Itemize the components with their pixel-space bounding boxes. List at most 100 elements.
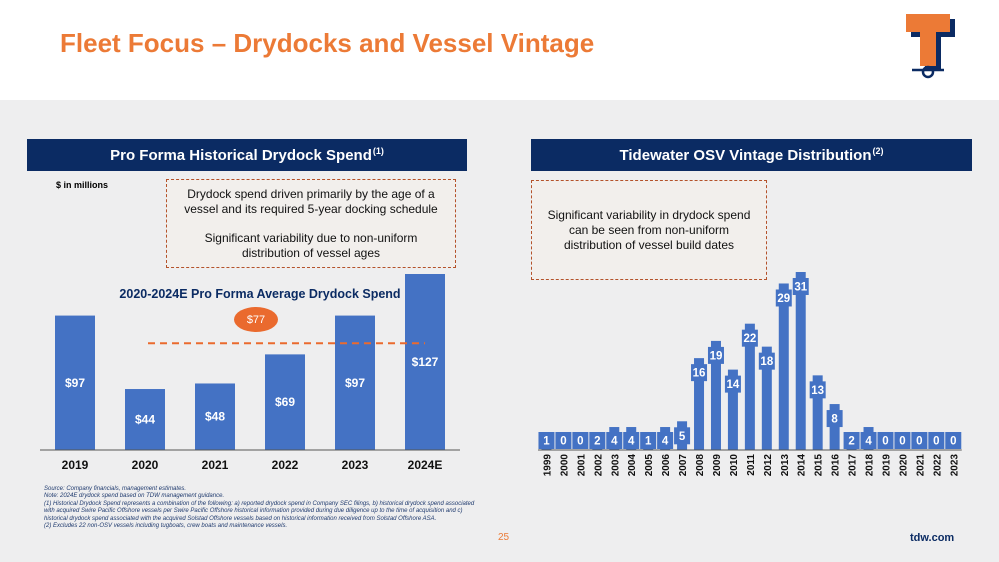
data-label-box — [945, 432, 962, 449]
x-tick-label: 2016 — [831, 454, 842, 477]
data-label-box — [623, 432, 640, 449]
bar-2020 — [125, 389, 165, 450]
data-label-box — [724, 375, 741, 393]
footnote-note: Note: 2024E drydock spend based on TDW m… — [44, 493, 225, 500]
x-tick-label: 2019 — [62, 458, 89, 472]
bar-value-label: $97 — [65, 376, 85, 390]
callout-line: distribution of vessel build dates — [563, 237, 735, 252]
bar-value-label: $69 — [275, 395, 295, 409]
bar-value-label: $97 — [345, 376, 365, 390]
data-label-box — [589, 432, 606, 449]
page-title: Fleet Focus – Drydocks and Vessel Vintag… — [60, 28, 595, 58]
data-label-box — [792, 278, 809, 295]
bar-2009 — [710, 340, 721, 450]
bar-value-label: 0 — [560, 436, 566, 448]
bar-value-label: 14 — [727, 379, 740, 391]
data-label-box — [928, 432, 945, 449]
bar-2021 — [195, 383, 235, 450]
vintage-distribution-header-text: Tidewater OSV Vintage Distribution — [619, 146, 872, 164]
drydock-spend-header: Pro Forma Historical Drydock Spend (1) — [27, 139, 467, 171]
x-tick-label: 2015 — [814, 454, 825, 477]
bar-value-label: 29 — [777, 293, 790, 305]
vintage-callout: Significant variability in drydock spend… — [531, 180, 767, 280]
page-number: 25 — [498, 532, 510, 543]
drydock-callout: Drydock spend driven primarily by the ag… — [166, 179, 456, 268]
bar-value-label: $48 — [205, 410, 225, 424]
x-tick-label: 2003 — [610, 454, 621, 477]
x-tick-label: 2020 — [898, 454, 909, 477]
footnotes: Source: Company financials, management e… — [44, 486, 486, 530]
footnote-source: Source: Company financials, management e… — [44, 486, 187, 492]
data-label-box — [809, 381, 826, 399]
x-tick-label: 2009 — [712, 454, 723, 477]
drydock-spend-header-footnote: (1) — [372, 146, 384, 156]
x-tick-label: 2023 — [342, 458, 369, 472]
bar-value-label: 22 — [743, 333, 756, 345]
data-label-box — [894, 432, 911, 449]
bar-value-label: 8 — [831, 414, 838, 426]
bar-value-label: 4 — [662, 436, 669, 448]
bar-value-label: 13 — [811, 385, 824, 397]
units-label: $ in millions — [56, 180, 109, 190]
bar-value-label: 4 — [865, 436, 872, 448]
bar-2015 — [812, 375, 823, 450]
callout-line: distribution of vessel ages — [241, 245, 381, 260]
data-label-box — [860, 432, 877, 449]
bar-value-label: 2 — [848, 436, 854, 448]
bar-value-label: 1 — [543, 436, 550, 448]
x-tick-label: 2022 — [932, 454, 943, 477]
content-background — [0, 100, 999, 562]
bar-2019 — [55, 315, 95, 450]
bar-2014 — [795, 272, 806, 450]
x-tick-label: 2002 — [593, 454, 604, 477]
data-label-box — [606, 432, 623, 449]
footnote-2: (2) Excludes 22 non-OSV vessels includin… — [44, 523, 288, 530]
x-tick-label: 2018 — [865, 454, 876, 477]
bar-value-label: 19 — [710, 350, 723, 362]
x-tick-label: 2001 — [576, 454, 587, 477]
x-tick-label: 2013 — [780, 454, 791, 477]
callout-line: Significant variability due to non-unifo… — [204, 230, 418, 245]
x-tick-label: 2014 — [797, 454, 808, 477]
x-tick-label: 2007 — [678, 454, 689, 477]
vintage-distribution-header: Tidewater OSV Vintage Distribution (2) — [531, 139, 972, 171]
x-tick-label: 2017 — [848, 454, 859, 477]
bar-value-label: $44 — [135, 413, 155, 427]
data-label-box — [826, 410, 843, 428]
x-tick-label: 2012 — [763, 454, 774, 477]
average-spend-label: 2020-2024E Pro Forma Average Drydock Spe… — [119, 287, 401, 301]
data-label-box — [843, 432, 860, 449]
bar-value-label: 0 — [577, 436, 583, 448]
x-tick-label: 2021 — [915, 454, 926, 477]
x-tick-label: 2008 — [695, 454, 706, 477]
bar-value-label: $127 — [412, 355, 439, 369]
bar-value-label: 0 — [950, 436, 956, 448]
bar-2022 — [265, 354, 305, 450]
callout-line: vessel and its required 5-year docking s… — [184, 201, 438, 216]
data-label-box — [877, 432, 894, 449]
bar-2010 — [727, 369, 738, 450]
x-tick-label: 2020 — [132, 458, 159, 472]
bar-2024E — [405, 274, 445, 450]
x-tick-label: 2006 — [661, 454, 672, 477]
website-link[interactable]: tdw.com — [910, 532, 955, 544]
callout-line: Significant variability in drydock spend — [547, 207, 751, 222]
bar-value-label: 2 — [594, 436, 600, 448]
data-label-box — [640, 432, 657, 449]
x-tick-label: 2023 — [949, 454, 960, 477]
data-label-box — [707, 346, 724, 364]
callout-line: can be seen from non-uniform — [568, 222, 730, 237]
bar-value-label: 0 — [899, 436, 905, 448]
data-label-box — [691, 364, 708, 382]
x-tick-label: 2022 — [272, 458, 299, 472]
x-tick-label: 2005 — [644, 454, 655, 477]
x-tick-label: 2000 — [559, 454, 570, 477]
data-label-box — [657, 432, 674, 449]
x-tick-label: 2011 — [746, 454, 757, 476]
footnote-1: (1) Historical Drydock Spend represents … — [44, 500, 475, 522]
bar-2013 — [778, 283, 789, 450]
x-tick-label: 2024E — [408, 458, 443, 472]
x-tick-label: 1999 — [542, 454, 553, 477]
vintage-distribution-chart: 1199902000020012200242003420041200542006… — [538, 272, 962, 477]
bar-value-label: 16 — [693, 368, 706, 380]
